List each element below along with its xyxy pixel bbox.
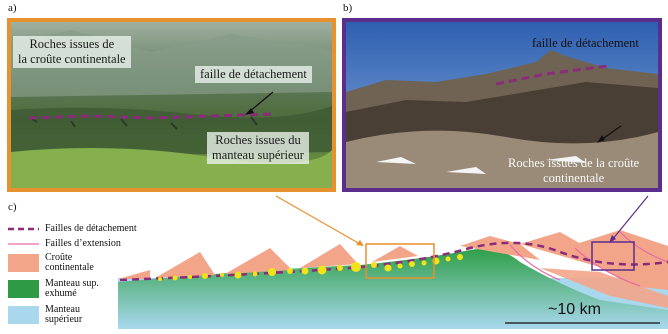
legend-exhumed-mantle-line2: exhumé <box>45 288 77 299</box>
legend-upper-mantle-line1: Manteau <box>45 304 80 315</box>
panel-b-arrow <box>600 125 622 141</box>
legend-crust-line2: continentale <box>45 262 94 273</box>
panel-b-label-fault: faille de détachement <box>532 36 639 50</box>
panel-b-label-crust-line2: continentale <box>543 171 605 185</box>
panel-b-label-crust-line1: Roches issues de la croûte <box>508 156 640 170</box>
legend-exhumed-mantle-label: Manteau sup. exhumé <box>45 279 99 299</box>
purple-highlight-box <box>591 241 635 271</box>
crust-block <box>570 230 668 290</box>
panel-a-photo: Roches issues de la croûte continentale … <box>7 18 336 192</box>
panel-a-label-mantle-line2: manteau supérieur <box>212 148 304 162</box>
panel-b-detachment-line <box>495 64 609 86</box>
panel-a-detachment-line <box>28 112 274 120</box>
legend-crust-line1: Croûte <box>45 252 73 263</box>
panel-a-label-crust-line2: la croûte continentale <box>18 52 126 66</box>
panel-c-letter: c) <box>8 201 17 213</box>
panel-b-letter: b) <box>343 2 353 14</box>
panel-a-letter: a) <box>8 2 17 14</box>
legend-exhumed-mantle-swatch <box>8 280 39 298</box>
exhumed-mantle-layer <box>118 248 668 329</box>
legend-upper-mantle-line2: supérieur <box>45 314 83 325</box>
legend-exhumed-mantle-line1: Manteau sup. <box>45 278 99 289</box>
legend-crust-swatch <box>8 254 39 272</box>
crust-block <box>372 246 418 262</box>
panel-b-landscape <box>346 22 658 188</box>
legend-upper-mantle-swatch <box>8 306 39 324</box>
legend-crust: Croûte continentale <box>8 253 94 273</box>
panel-a-label-fault: faille de détachement <box>195 66 312 83</box>
legend-crust-label: Croûte continentale <box>45 253 94 273</box>
panel-b-photo: faille de détachement Roches issues de l… <box>342 18 662 192</box>
legend-exhumed-mantle: Manteau sup. exhumé <box>8 279 99 299</box>
legend-detachment-label: Failles de détachement <box>45 223 137 234</box>
legend-extension-label: Failles d’extension <box>45 238 121 249</box>
crust-block <box>300 244 358 268</box>
orange-connector <box>275 195 361 245</box>
crust-block <box>155 252 215 278</box>
crust-block <box>460 236 540 260</box>
panel-a-label-mantle: Roches issues du manteau supérieur <box>207 132 309 164</box>
panel-a-label-mantle-line1: Roches issues du <box>215 133 301 147</box>
panel-a-arrow <box>248 91 274 113</box>
panel-a-label-crust: Roches issues de la croûte continentale <box>13 36 131 68</box>
panel-a-label-crust-line1: Roches issues de <box>29 37 115 51</box>
panel-b-label-crust: Roches issues de la croûte continentale <box>508 156 639 186</box>
yellow-dots <box>158 254 463 281</box>
crust-block <box>118 270 150 279</box>
scale-label: ~10 km <box>548 301 601 318</box>
legend-upper-mantle: Manteau supérieur <box>8 305 82 325</box>
legend-upper-mantle-label: Manteau supérieur <box>45 305 82 325</box>
cross-section-detachment-line <box>119 241 668 282</box>
crust-block <box>540 268 668 308</box>
crust-block <box>225 248 292 274</box>
orange-highlight-box <box>365 243 435 279</box>
purple-connector <box>611 195 649 241</box>
